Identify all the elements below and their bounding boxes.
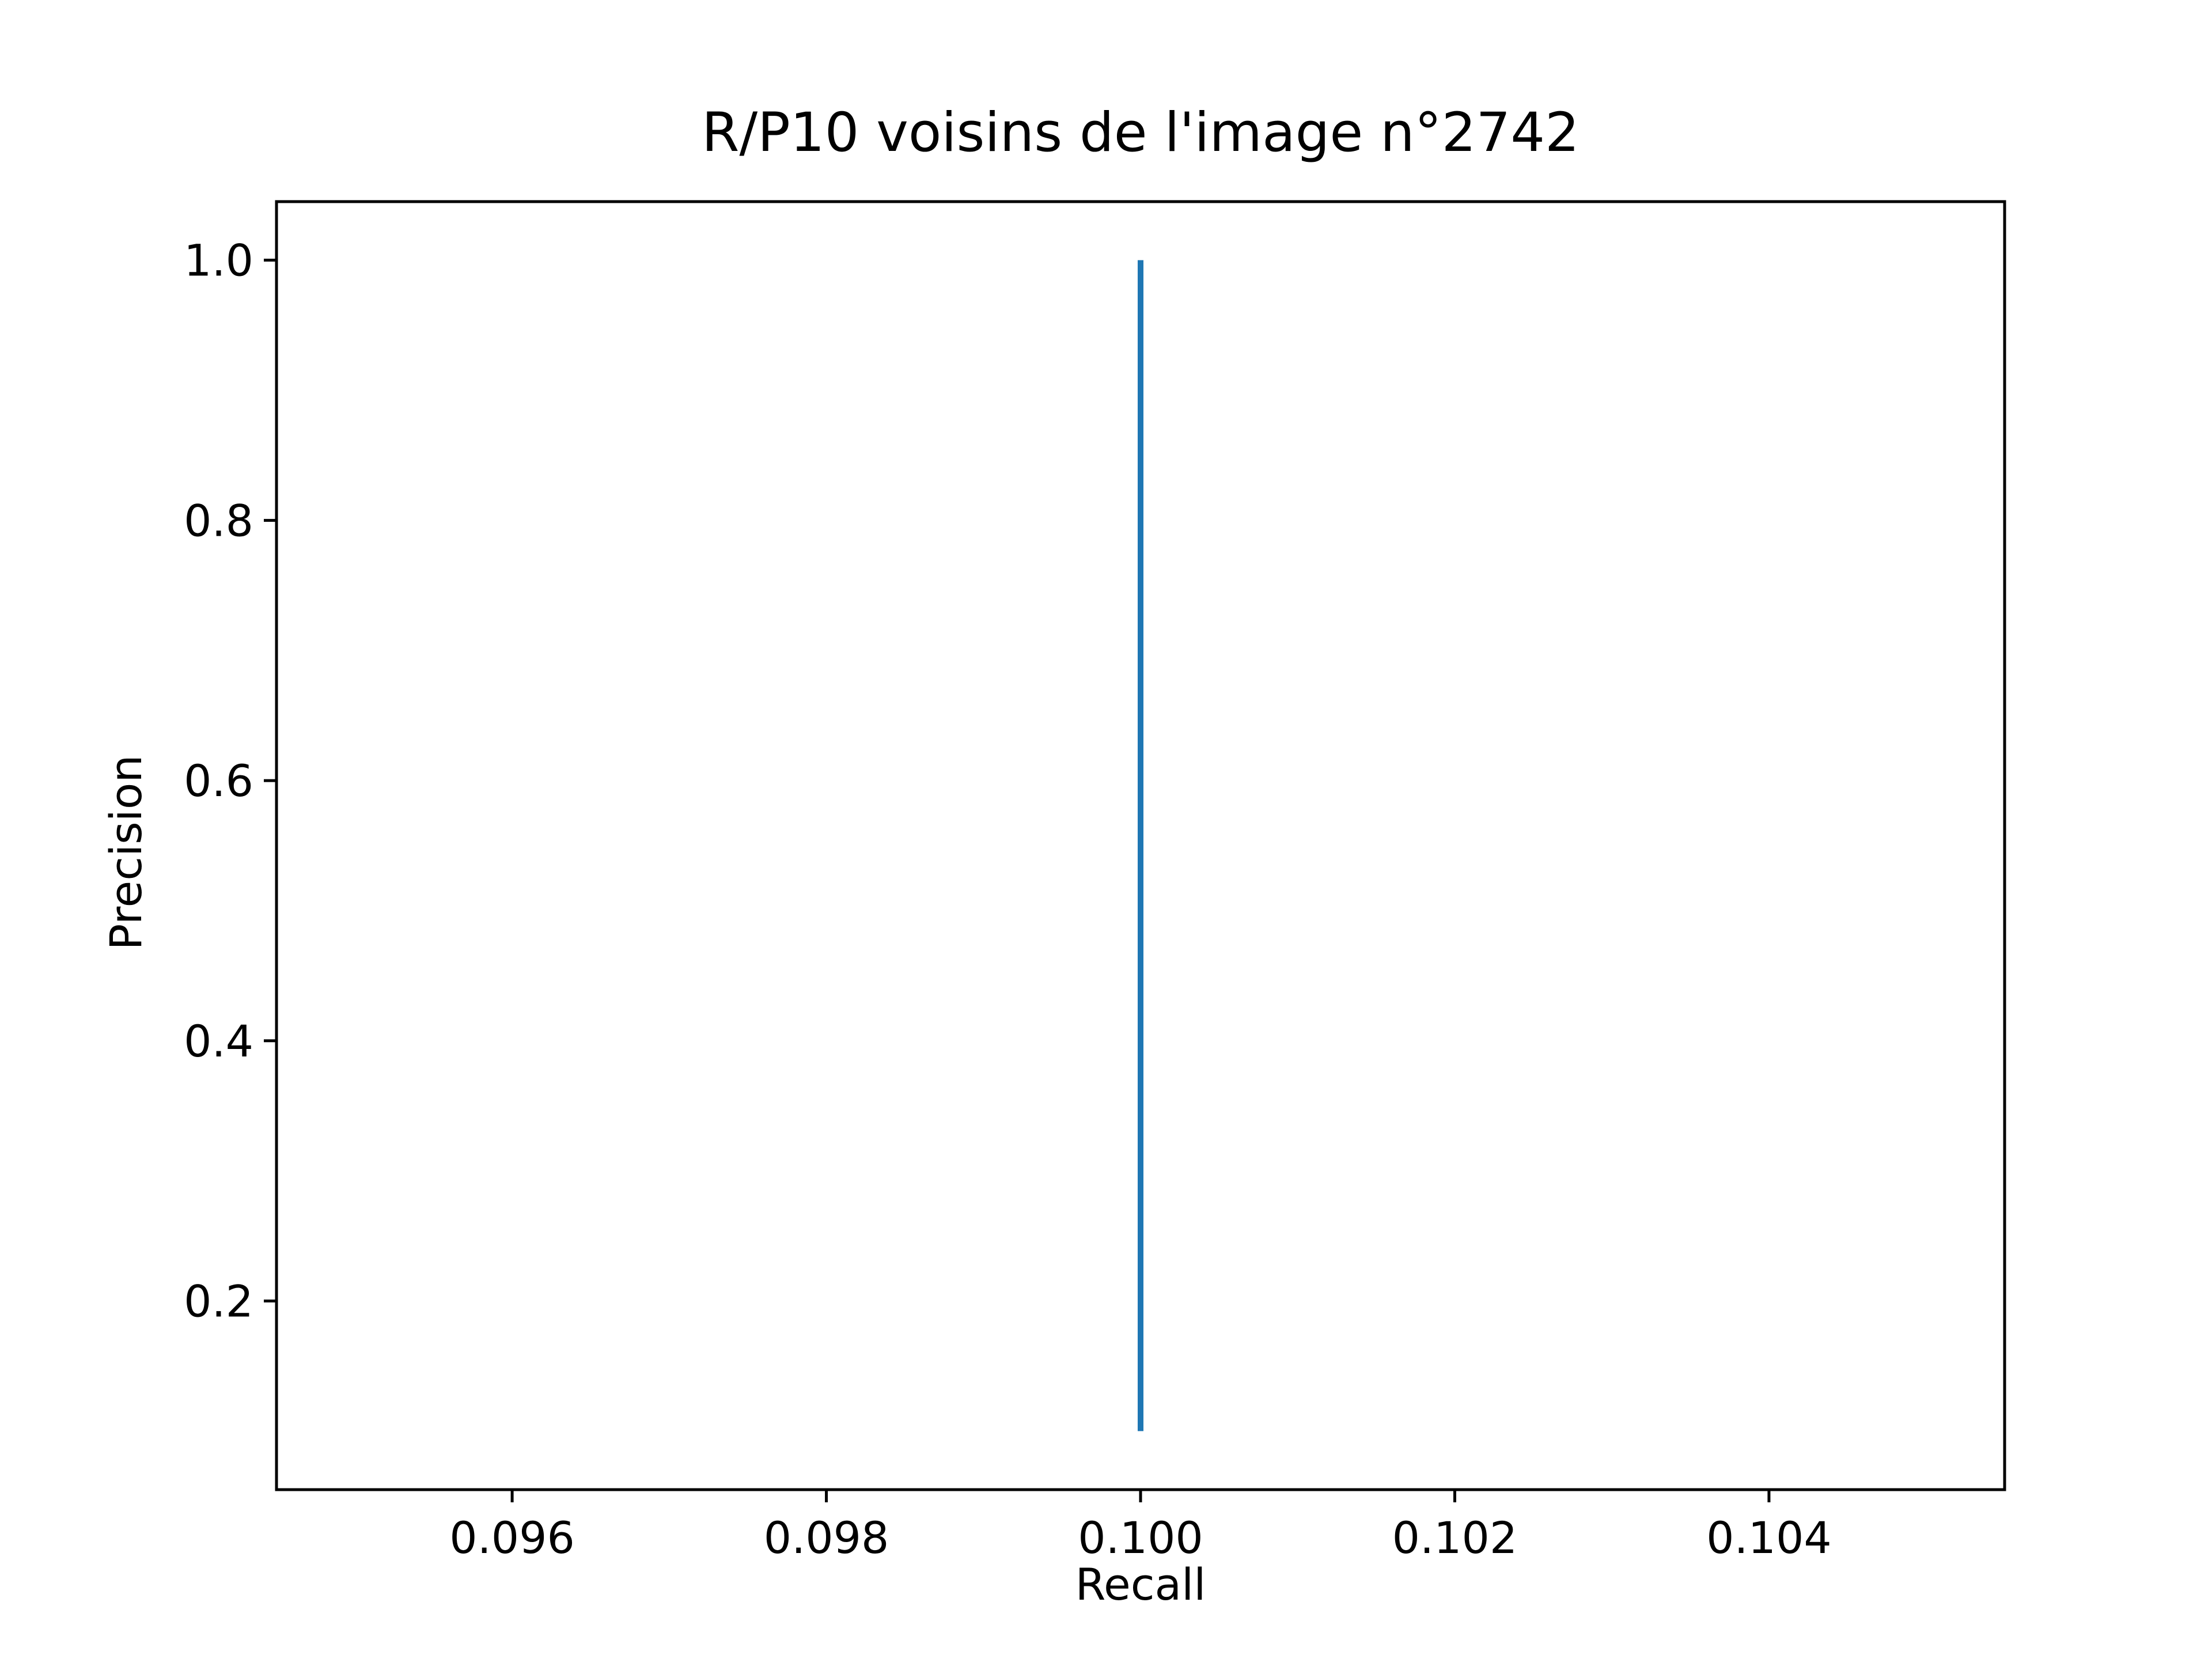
x-tick-label: 0.102	[1392, 1512, 1518, 1563]
y-tick-label: 0.4	[184, 1016, 253, 1067]
y-tick-label: 0.8	[184, 495, 253, 546]
x-tick-label: 0.104	[1706, 1512, 1832, 1563]
x-tick-label: 0.096	[449, 1512, 575, 1563]
x-tick-label: 0.100	[1078, 1512, 1203, 1563]
y-tick-label: 1.0	[184, 235, 253, 286]
y-tick-label: 0.6	[184, 755, 253, 806]
y-axis-ticks: 0.2 0.4 0.6 0.8 1.0	[184, 235, 276, 1327]
x-tick-label: 0.098	[764, 1512, 889, 1563]
chart-title: R/P10 voisins de l'image n°2742	[702, 101, 1580, 164]
y-axis-label: Precision	[100, 755, 151, 950]
y-tick-label: 0.2	[184, 1276, 253, 1327]
axes-frame	[275, 200, 2006, 1491]
x-axis-label: Recall	[1075, 1559, 1206, 1610]
x-axis-ticks: 0.096 0.098 0.100 0.102 0.104	[449, 1490, 1832, 1563]
